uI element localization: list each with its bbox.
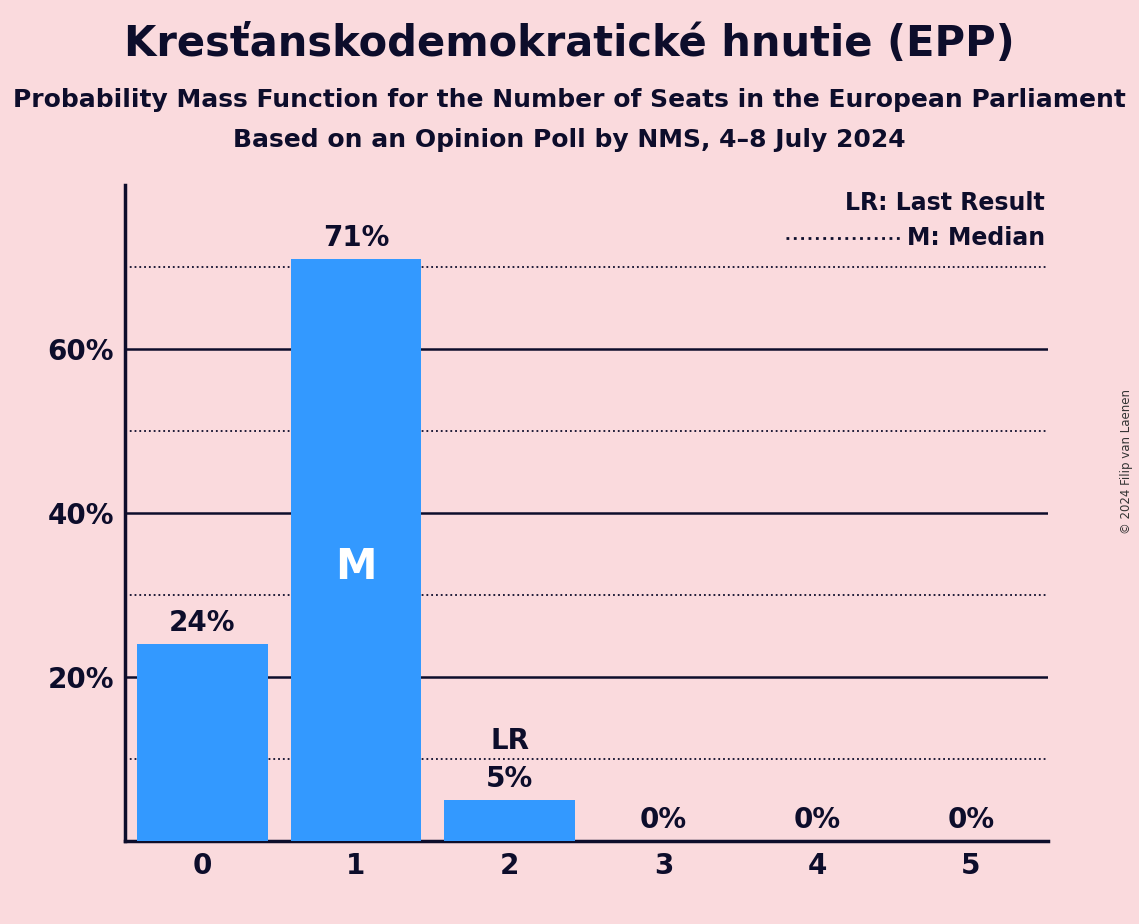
Text: 0%: 0% (640, 807, 687, 834)
Text: Based on an Opinion Poll by NMS, 4–8 July 2024: Based on an Opinion Poll by NMS, 4–8 Jul… (233, 128, 906, 152)
Text: 71%: 71% (322, 224, 390, 252)
Bar (137, 644, 268, 841)
Text: Kresťanskodemokratické hnutie (EPP): Kresťanskodemokratické hnutie (EPP) (124, 23, 1015, 65)
Text: 0%: 0% (794, 807, 841, 834)
Text: LR: Last Result: LR: Last Result (845, 191, 1044, 215)
Text: 24%: 24% (169, 610, 236, 638)
Text: Probability Mass Function for the Number of Seats in the European Parliament: Probability Mass Function for the Number… (13, 88, 1126, 112)
Text: 0%: 0% (948, 807, 994, 834)
Text: 5%: 5% (486, 765, 533, 794)
Text: © 2024 Filip van Laenen: © 2024 Filip van Laenen (1121, 390, 1133, 534)
Text: LR: LR (490, 727, 530, 755)
Text: M: Median: M: Median (907, 226, 1044, 250)
Text: M: M (335, 546, 377, 589)
Bar (444, 800, 575, 841)
Bar (290, 259, 421, 841)
